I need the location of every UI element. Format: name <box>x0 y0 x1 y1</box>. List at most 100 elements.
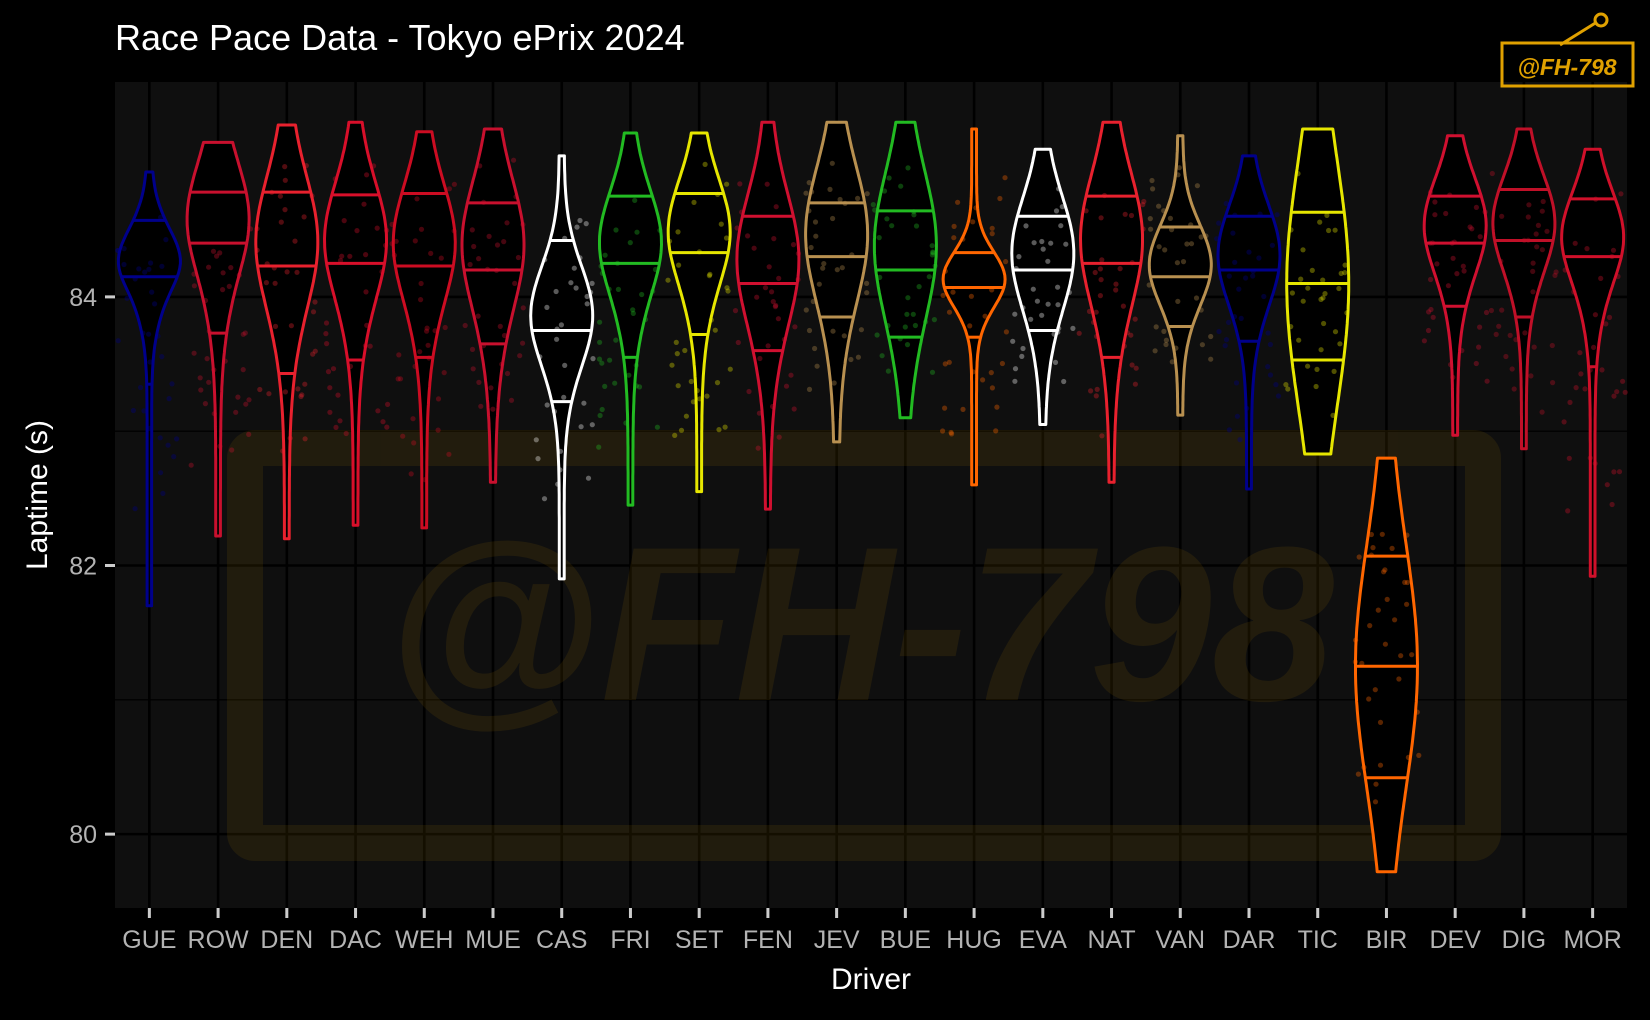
lap-point-hug <box>946 359 952 365</box>
lap-point-den <box>272 280 278 286</box>
lap-point-bir <box>1398 653 1404 659</box>
lap-point-dac <box>332 176 338 182</box>
lap-point-dig <box>1544 228 1550 234</box>
lap-point-nat <box>1120 303 1126 309</box>
lap-point-nat <box>1132 316 1138 322</box>
lap-point-eva <box>1039 312 1045 318</box>
lap-point-cas <box>585 475 592 481</box>
lap-point-dac <box>325 369 332 375</box>
lap-point-set <box>706 273 713 279</box>
lap-point-mor <box>1603 321 1609 327</box>
lap-point-van <box>1156 244 1162 250</box>
lap-point-dev <box>1469 226 1475 232</box>
lap-point-nat <box>1140 202 1146 208</box>
lap-point-tic <box>1285 386 1291 392</box>
x-axis-title: Driver <box>831 963 911 996</box>
chart-title: Race Pace Data - Tokyo ePrix 2024 <box>115 17 685 58</box>
lap-point-fri <box>633 383 640 389</box>
lap-point-fri <box>636 384 643 390</box>
lap-point-tic <box>1298 276 1304 282</box>
lap-point-dev <box>1477 324 1483 330</box>
lap-point-tic <box>1338 270 1344 276</box>
lap-point-bir <box>1402 579 1408 586</box>
lap-point-cas <box>589 280 595 286</box>
lap-point-den <box>277 193 283 199</box>
lap-point-nat <box>1133 365 1139 371</box>
lap-point-bue <box>932 263 938 269</box>
lap-point-bue <box>886 175 892 181</box>
lap-point-weh <box>417 349 423 355</box>
lap-point-gue <box>155 333 161 339</box>
lap-point-fri <box>598 263 604 269</box>
lap-point-jev <box>858 327 865 333</box>
lap-point-mue <box>477 163 483 169</box>
lap-point-dar <box>1223 337 1230 343</box>
lap-point-eva <box>1020 345 1026 352</box>
lap-point-tic <box>1295 171 1301 177</box>
lap-point-set <box>675 229 681 235</box>
x-tick-label: SET <box>675 926 724 954</box>
lap-point-dac <box>374 225 380 231</box>
lap-point-gue <box>158 470 164 476</box>
lap-point-bir <box>1377 719 1384 726</box>
lap-point-bue <box>929 252 936 258</box>
x-tick-label: TIC <box>1298 926 1338 954</box>
lap-point-den <box>282 164 288 170</box>
lap-point-nat <box>1094 333 1100 339</box>
lap-point-fri <box>599 406 605 413</box>
lap-point-weh <box>432 328 438 334</box>
lap-point-dig <box>1534 244 1540 250</box>
lap-point-fri <box>599 360 605 366</box>
lap-point-nat <box>1083 208 1089 214</box>
lap-point-dev <box>1426 309 1432 315</box>
lap-point-dar <box>1269 242 1275 248</box>
lap-point-jev <box>809 189 815 195</box>
lap-point-den <box>310 309 317 315</box>
lap-point-van <box>1150 186 1156 192</box>
lap-point-bue <box>885 323 891 329</box>
lap-point-dac <box>327 385 333 391</box>
lap-point-row <box>235 394 241 400</box>
lap-point-nat <box>1132 381 1138 387</box>
lap-point-jev <box>830 328 836 334</box>
lap-point-fri <box>613 337 619 343</box>
lap-point-van <box>1175 172 1181 178</box>
lap-point-tic <box>1288 227 1294 233</box>
lap-point-weh <box>428 250 434 256</box>
lap-point-dig <box>1503 353 1509 360</box>
lap-point-fri <box>597 319 603 325</box>
lap-point-tic <box>1305 285 1311 291</box>
lap-point-jev <box>864 280 870 286</box>
lap-point-set <box>712 327 718 333</box>
lap-point-nat <box>1129 362 1135 368</box>
lap-point-dar <box>1273 382 1279 388</box>
lap-point-dac <box>330 366 337 372</box>
lap-point-bir <box>1409 652 1415 658</box>
lap-point-bir <box>1396 676 1402 682</box>
lap-point-hug <box>960 236 966 242</box>
x-tick-label: FEN <box>743 926 793 954</box>
violin-dar <box>1216 154 1282 491</box>
lap-point-gue <box>121 246 127 252</box>
lap-point-hug <box>988 370 994 376</box>
lap-point-mue <box>515 254 522 261</box>
lap-point-dig <box>1550 380 1556 386</box>
lap-point-dar <box>1216 220 1222 226</box>
lap-point-den <box>310 351 316 357</box>
x-tick-label: DIG <box>1502 926 1546 954</box>
lap-point-fri <box>615 286 622 292</box>
violin-set <box>666 131 732 494</box>
lap-point-fri <box>596 444 602 450</box>
lap-point-mor <box>1578 371 1584 377</box>
lap-point-nat <box>1099 433 1105 439</box>
lap-point-tic <box>1326 227 1332 234</box>
lap-point-tic <box>1314 366 1320 372</box>
lap-point-hug <box>980 377 986 383</box>
lap-point-gue <box>115 247 121 254</box>
lap-point-mor <box>1611 393 1617 399</box>
x-tick-label: DAC <box>329 926 382 954</box>
lap-point-cas <box>561 394 567 400</box>
lap-point-tic <box>1342 262 1348 268</box>
watermark-box <box>227 430 1501 861</box>
